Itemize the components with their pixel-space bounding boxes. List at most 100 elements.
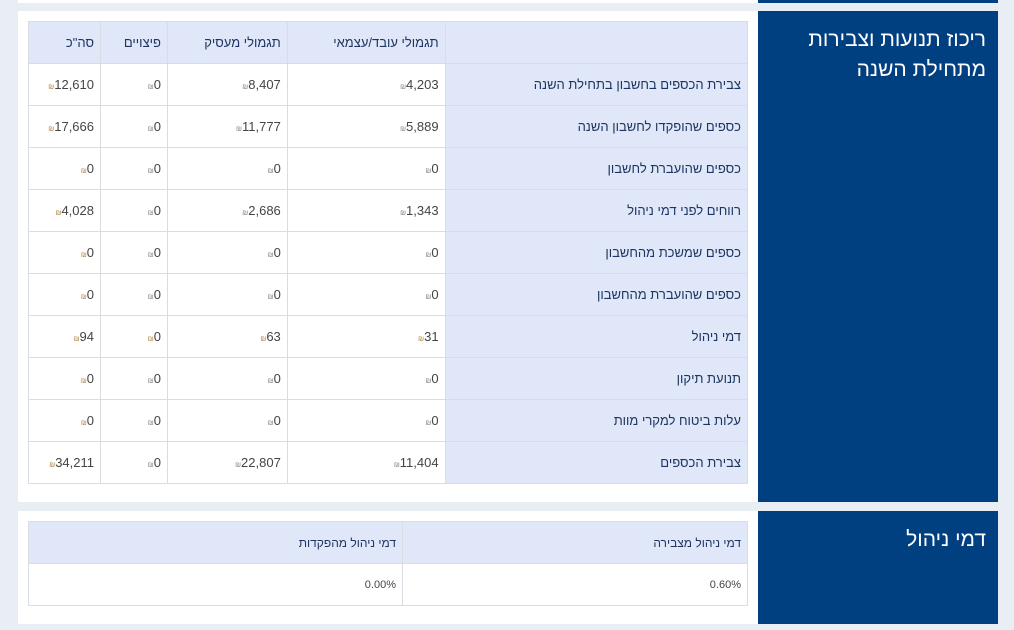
shekel-icon: ₪: [400, 126, 407, 133]
table-row: צבירת הכספים בחשבון בתחילת השנה ₪4,203 ₪8,…: [28, 63, 749, 106]
shekel-icon: ₪: [393, 462, 400, 469]
table-row: דמי ניהול ₪31 ₪63 ₪0 ₪94: [28, 315, 749, 358]
shekel-icon: ₪: [235, 462, 242, 469]
shekel-icon: ₪: [267, 168, 274, 175]
amount-cell: ₪0: [286, 231, 446, 274]
shekel-icon: ₪: [425, 420, 432, 427]
shekel-icon: ₪: [80, 168, 87, 175]
amount-value: 0: [153, 287, 161, 302]
shekel-icon: ₪: [147, 252, 154, 259]
shekel-icon: ₪: [147, 84, 154, 91]
row-label: כספים שהופקדו לחשבון השנה: [444, 105, 749, 148]
amount-value: 2,686: [248, 203, 281, 218]
shekel-icon: ₪: [425, 378, 432, 385]
amount-cell: ₪0: [28, 147, 101, 190]
amount-cell: ₪2,686: [166, 189, 288, 232]
shekel-icon: ₪: [147, 462, 154, 469]
amount-value: 0: [153, 455, 161, 470]
table-header-row: דמי ניהול מצבירה דמי ניהול מהפקדות: [28, 521, 748, 564]
table-row: כספים שהועברת מהחשבון ₪0 ₪0 ₪0 ₪0: [28, 273, 749, 316]
amount-cell: ₪17,666: [28, 105, 101, 148]
shekel-icon: ₪: [80, 378, 87, 385]
amount-cell: ₪94: [28, 315, 101, 358]
amount-cell: ₪0: [100, 147, 168, 190]
amount-cell: ₪0: [286, 273, 446, 316]
table-row: תנועת תיקון ₪0 ₪0 ₪0 ₪0: [28, 357, 749, 400]
amount-value: 0: [153, 119, 161, 134]
amount-value: 0: [86, 413, 94, 428]
fees-title: דמי ניהול: [758, 511, 998, 624]
shekel-icon: ₪: [425, 252, 432, 259]
amount-cell: ₪0: [166, 147, 288, 190]
shekel-icon: ₪: [418, 336, 425, 343]
amount-value: 0: [153, 77, 161, 92]
row-label: דמי ניהול: [444, 315, 749, 358]
fee-deposits-value: 0.00%: [28, 563, 403, 606]
amount-value: 1,343: [406, 203, 439, 218]
row-label: כספים שמשכת מהחשבון: [444, 231, 749, 274]
shekel-icon: ₪: [80, 294, 87, 301]
header-fee-deposits: דמי ניהול מהפקדות: [28, 521, 403, 564]
amount-value: 5,889: [406, 119, 439, 134]
amount-value: 0: [431, 413, 439, 428]
shekel-icon: ₪: [147, 378, 154, 385]
amount-value: 0: [153, 203, 161, 218]
header-total: סה"כ: [28, 21, 101, 64]
amount-value: 0: [86, 287, 94, 302]
amount-cell: ₪0: [100, 105, 168, 148]
amount-value: 0: [431, 245, 439, 260]
amount-cell: ₪0: [286, 399, 446, 442]
shekel-icon: ₪: [267, 294, 274, 301]
amount-cell: ₪5,889: [286, 105, 446, 148]
amount-value: 4,203: [406, 77, 439, 92]
shekel-icon: ₪: [242, 210, 249, 217]
amount-cell: ₪0: [28, 273, 101, 316]
amount-cell: ₪4,203: [286, 63, 446, 106]
shekel-icon: ₪: [49, 462, 56, 469]
table-header-row: תגמולי עובד/עצמאי תגמולי מעסיק פיצויים ס…: [28, 21, 749, 64]
shekel-icon: ₪: [425, 168, 432, 175]
amount-cell: ₪63: [166, 315, 288, 358]
shekel-icon: ₪: [400, 84, 407, 91]
shekel-icon: ₪: [48, 84, 55, 91]
shekel-icon: ₪: [147, 336, 154, 343]
amount-value: 0: [273, 161, 281, 176]
amount-cell: ₪0: [100, 399, 168, 442]
fee-accumulation-value: 0.60%: [402, 563, 748, 606]
header-fee-accumulation: דמי ניהול מצבירה: [402, 521, 748, 564]
row-label: עלות ביטוח למקרי מוות: [444, 399, 749, 442]
amount-value: 0: [273, 245, 281, 260]
amount-cell: ₪31: [286, 315, 446, 358]
previous-panel-edge: [18, 0, 758, 3]
amount-cell: ₪0: [100, 357, 168, 400]
amount-value: 0: [153, 413, 161, 428]
amount-cell: ₪12,610: [28, 63, 101, 106]
header-employer: תגמולי מעסיק: [166, 21, 288, 64]
amount-value: 11,777: [242, 119, 281, 134]
amount-value: 0: [273, 287, 281, 302]
row-label: כספים שהועברת לחשבון: [444, 147, 749, 190]
row-label: רווחים לפני דמי ניהול: [444, 189, 749, 232]
amount-cell: ₪11,404: [286, 441, 446, 484]
table-row: 0.60% 0.00%: [28, 563, 748, 606]
amount-value: 12,610: [54, 77, 94, 92]
amount-cell: ₪0: [100, 441, 168, 484]
row-label: כספים שהועברת מהחשבון: [444, 273, 749, 316]
amount-cell: ₪0: [166, 357, 288, 400]
amount-value: 0: [153, 371, 161, 386]
header-label: [444, 21, 749, 64]
row-label: צבירת הכספים בחשבון בתחילת השנה: [444, 63, 749, 106]
table-row: כספים שמשכת מהחשבון ₪0 ₪0 ₪0 ₪0: [28, 231, 749, 274]
amount-cell: ₪8,407: [166, 63, 288, 106]
table-row: כספים שהועברת לחשבון ₪0 ₪0 ₪0 ₪0: [28, 147, 749, 190]
table-row: כספים שהופקדו לחשבון השנה ₪5,889 ₪ 11,777 ₪0…: [28, 105, 749, 148]
row-label: תנועת תיקון: [444, 357, 749, 400]
shekel-icon: ₪: [267, 378, 274, 385]
amount-cell: ₪0: [166, 273, 288, 316]
summary-title: ריכוז תנועות וצבירות מתחילת השנה: [758, 11, 998, 502]
amount-cell: ₪4,028: [28, 189, 101, 232]
shekel-icon: ₪: [260, 336, 267, 343]
amount-cell: ₪0: [100, 189, 168, 232]
amount-cell: ₪0: [28, 357, 101, 400]
amount-value: 17,666: [54, 119, 94, 134]
